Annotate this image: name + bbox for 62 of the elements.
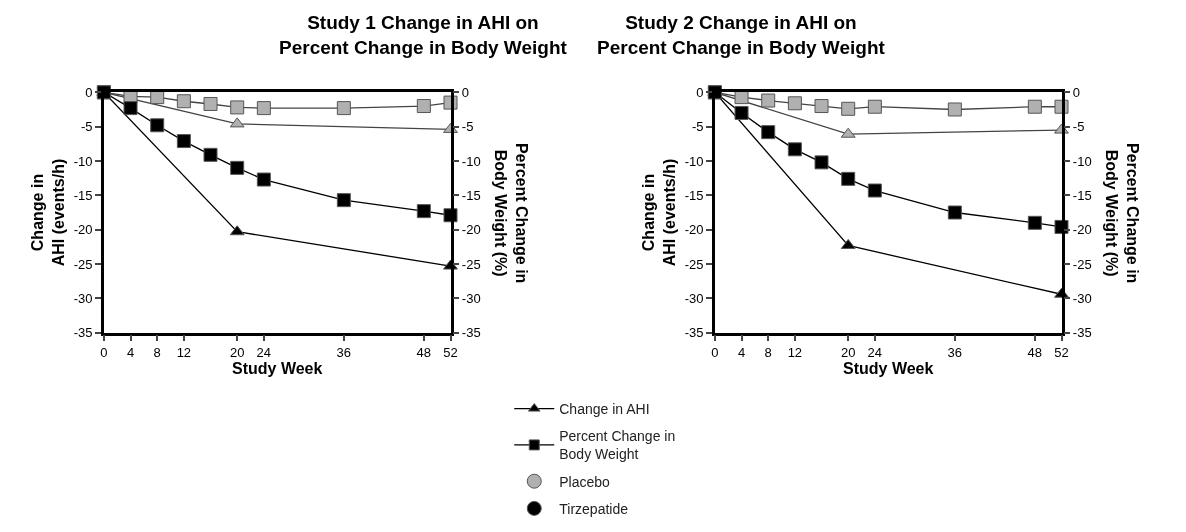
x-tick-label: 36	[947, 345, 963, 361]
y2-axis-title: Percent Change in Body Weight (%)	[492, 142, 531, 284]
legend-label: Placebo	[559, 473, 611, 490]
y2-tick-label: -20	[461, 222, 481, 238]
y2-tick-label: -20	[1072, 222, 1092, 238]
y2-tick-label: -10	[461, 153, 481, 169]
y-tick-label: 0	[85, 84, 93, 100]
x-tick-label: 20	[229, 345, 245, 361]
y-tick-label: -10	[73, 153, 93, 169]
y2-tick-label: -30	[1072, 290, 1092, 306]
y-axis-title: Change in AHI (events/h)	[639, 158, 678, 267]
y-axis-title: Change in AHI (events/h)	[28, 158, 67, 267]
x-tick-label: 24	[867, 345, 883, 361]
x-tick-label: 24	[256, 345, 272, 361]
y-tick-label: -35	[684, 325, 704, 341]
y-tick-label: -30	[73, 290, 93, 306]
x-tick-label: 20	[840, 345, 856, 361]
x-tick-label: 48	[416, 345, 432, 361]
y-tick-label: -10	[684, 153, 704, 169]
x-tick-label: 52	[443, 345, 458, 361]
y-tick-label: -30	[684, 290, 704, 306]
y-tick-label: -5	[80, 119, 93, 135]
y2-tick-label: -35	[461, 325, 481, 341]
y2-tick-label: -25	[461, 256, 481, 272]
y2-tick-label: -15	[1072, 187, 1092, 203]
legend-label: Tirzepatide	[559, 500, 629, 517]
x-tick-label: 8	[153, 345, 161, 361]
x-tick-label: 52	[1054, 345, 1069, 361]
x-axis-title: Study Week	[231, 360, 323, 378]
y2-tick-label: -25	[1072, 256, 1092, 272]
y-tick-label: -15	[684, 187, 704, 203]
y-tick-label: -20	[684, 222, 704, 238]
y-tick-label: -15	[73, 187, 93, 203]
y-tick-label: -20	[73, 222, 93, 238]
x-tick-label: 0	[711, 345, 719, 361]
x-tick-label: 12	[787, 345, 803, 361]
y2-tick-label: 0	[461, 84, 470, 100]
x-tick-label: 0	[100, 345, 108, 361]
y2-tick-label: -5	[461, 119, 474, 135]
x-tick-label: 48	[1027, 345, 1043, 361]
x-tick-label: 4	[126, 345, 135, 361]
y-tick-label: -5	[691, 119, 704, 135]
y-tick-label: 0	[696, 84, 704, 100]
y2-tick-label: 0	[1072, 84, 1081, 100]
x-tick-label: 12	[176, 345, 192, 361]
legend-label: Change in AHI	[559, 401, 650, 418]
y-tick-label: -35	[73, 325, 93, 341]
y2-tick-label: -30	[461, 290, 481, 306]
chart-title: Study 2 Change in AHI on Percent Change in Body Weight	[597, 12, 886, 58]
x-axis-title: Study Week	[842, 360, 934, 378]
chart-title: Study 1 Change in AHI on Percent Change in Body Weight	[279, 12, 568, 58]
y2-tick-label: -35	[1072, 325, 1092, 341]
y2-tick-label: -15	[461, 187, 481, 203]
x-tick-label: 4	[737, 345, 746, 361]
x-tick-label: 36	[336, 345, 352, 361]
y2-tick-label: -5	[1072, 119, 1085, 135]
y-tick-label: -25	[73, 256, 93, 272]
legend-label: Percent Change in Body Weight	[559, 428, 676, 463]
y2-tick-label: -10	[1072, 153, 1092, 169]
y2-axis-title: Percent Change in Body Weight (%)	[1103, 142, 1142, 284]
x-tick-label: 8	[764, 345, 772, 361]
y-tick-label: -25	[684, 256, 704, 272]
